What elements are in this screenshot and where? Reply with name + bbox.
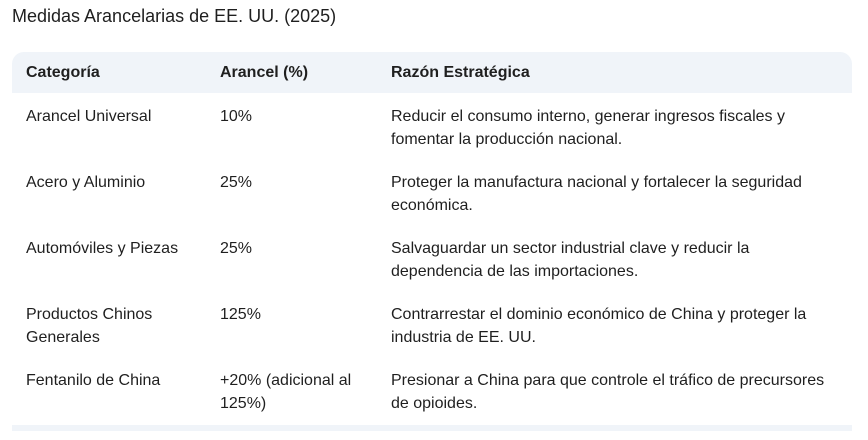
cell-category: Acero y Aluminio <box>26 174 146 191</box>
cell-category: Fentanilo de China <box>26 372 161 389</box>
table-row: Productos Chinos Generales 125% Contrarr… <box>12 293 852 359</box>
cell-tariff: 25% <box>220 240 253 257</box>
header-tariff: Arancel (%) <box>206 52 377 93</box>
table-row: Fentanilo de China +20% (adicional al 12… <box>12 359 852 425</box>
table-row: Acero y Aluminio 25% Proteger la manufac… <box>12 161 852 227</box>
tariff-table: Categoría Arancel (%) Razón Estratégica … <box>12 52 852 431</box>
cell-tariff: +20% (adicional al 125%) <box>220 372 352 412</box>
page-title: Medidas Arancelarias de EE. UU. (2025) <box>12 6 337 26</box>
header-row: Categoría Arancel (%) Razón Estratégica <box>12 52 852 93</box>
table-row: Arancel Universal 10% Reducir el consumo… <box>12 93 852 161</box>
table-footer-strip <box>12 425 852 431</box>
table-header: Categoría Arancel (%) Razón Estratégica <box>12 52 852 93</box>
cell-reason: Salvaguardar un sector industrial clave … <box>391 240 750 280</box>
cell-reason: Proteger la manufactura nacional y forta… <box>391 174 802 214</box>
cell-category: Arancel Universal <box>26 108 152 125</box>
cell-tariff: 125% <box>220 306 261 323</box>
cell-reason: Reducir el consumo interno, generar ingr… <box>391 108 785 148</box>
cell-tariff: 10% <box>220 108 253 125</box>
table-body: Arancel Universal 10% Reducir el consumo… <box>12 93 852 431</box>
cell-category: Productos Chinos Generales <box>26 306 153 346</box>
cell-reason: Presionar a China para que controle el t… <box>391 372 825 412</box>
cell-category: Automóviles y Piezas <box>26 240 179 257</box>
cell-reason: Contrarrestar el dominio económico de Ch… <box>391 306 807 346</box>
header-reason: Razón Estratégica <box>377 52 852 93</box>
cell-tariff: 25% <box>220 174 253 191</box>
header-category: Categoría <box>12 52 206 93</box>
tariff-table-container: Categoría Arancel (%) Razón Estratégica … <box>12 52 852 440</box>
table-row: Automóviles y Piezas 25% Salvaguardar un… <box>12 227 852 293</box>
